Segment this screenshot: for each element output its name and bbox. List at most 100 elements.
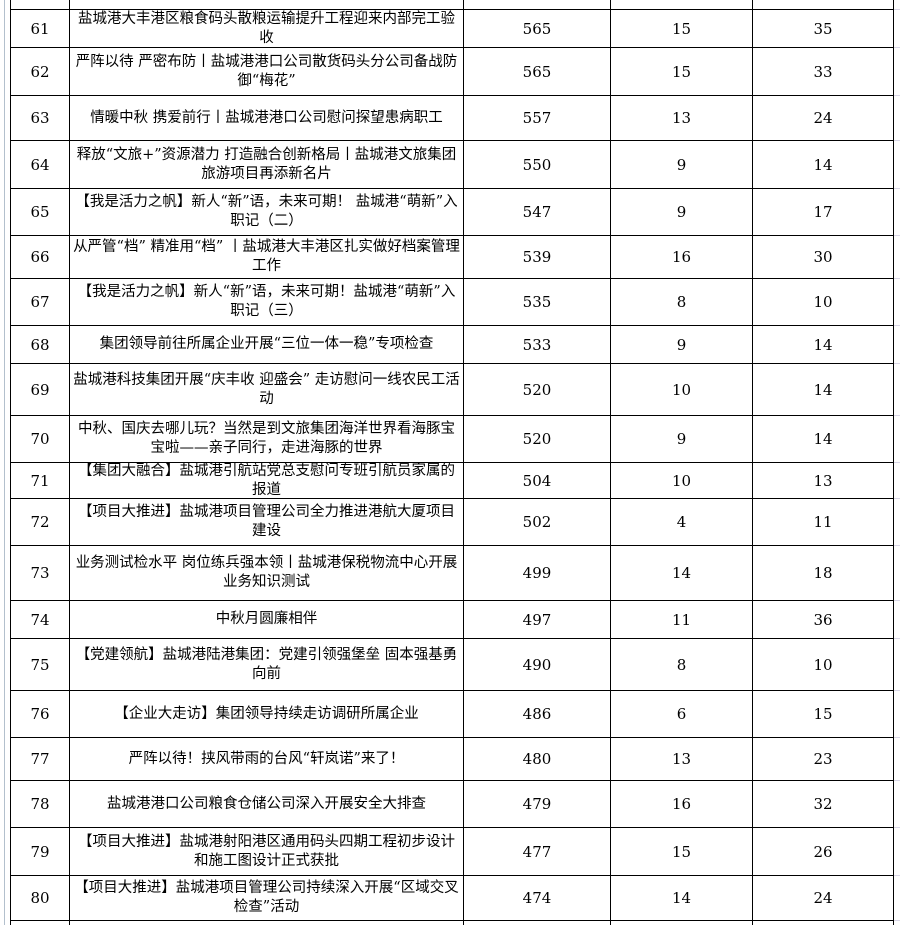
value-cell-2: 8	[611, 279, 753, 326]
row-number-cell: 65	[11, 189, 70, 236]
value-cell-1: 520	[464, 416, 611, 463]
title-cell: 业务测试检水平 岗位练兵强本领丨盐城港保税物流中心开展业务知识测试	[70, 546, 464, 601]
value-cell-2: 15	[611, 48, 753, 96]
value-cell-2: 14	[611, 876, 753, 921]
value-cell-2: 4	[611, 499, 753, 546]
value-cell-2: 9	[611, 141, 753, 189]
row-number-cell: 77	[11, 738, 70, 781]
border-stub	[893, 0, 894, 9]
value-cell-1: 520	[464, 364, 611, 416]
table-row: 78 盐城港港口公司粮食仓储公司深入开展安全大排查 479 16 32	[11, 781, 894, 828]
border-stub	[10, 920, 11, 925]
table-row: 75 【党建领航】盐城港陆港集团：党建引领强堡垒 固本强基勇向前 490 8 1…	[11, 639, 894, 691]
value-cell-3: 17	[753, 189, 894, 236]
title-cell: 释放“文旅+”资源潜力 打造融合创新格局丨盐城港文旅集团旅游项目再添新名片	[70, 141, 464, 189]
data-table: 61 盐城港大丰港区粮食码头散粮运输提升工程迎来内部完工验收 565 15 35…	[10, 9, 894, 921]
row-number-cell: 69	[11, 364, 70, 416]
title-cell: 中秋、国庆去哪儿玩？当然是到文旅集团海洋世界看海豚宝宝啦——亲子同行，走进海豚的…	[70, 416, 464, 463]
value-cell-2: 16	[611, 236, 753, 279]
row-number-cell: 73	[11, 546, 70, 601]
row-number-cell: 75	[11, 639, 70, 691]
table-row: 71 【集团大融合】盐城港引航站党总支慰问专班引航员家属的报道 504 10 1…	[11, 463, 894, 499]
title-cell: 【我是活力之帆】新人“新”语，未来可期！ 盐城港“萌新”入职记（二）	[70, 189, 464, 236]
title-cell: 【项目大推进】盐城港射阳港区通用码头四期工程初步设计和施工图设计正式获批	[70, 828, 464, 876]
gridline-tick	[894, 498, 900, 499]
value-cell-2: 9	[611, 326, 753, 364]
gridline-tick	[894, 95, 900, 96]
value-cell-1: 477	[464, 828, 611, 876]
table-row: 80 【项目大推进】盐城港项目管理公司持续深入开展“区域交叉检查”活动 474 …	[11, 876, 894, 921]
value-cell-1: 474	[464, 876, 611, 921]
value-cell-2: 9	[611, 416, 753, 463]
value-cell-2: 10	[611, 463, 753, 499]
border-stub	[893, 920, 894, 925]
table-row: 62 严阵以待 严密布防丨盐城港港口公司散货码头分公司备战防御“梅花” 565 …	[11, 48, 894, 96]
title-cell: 【党建领航】盐城港陆港集团：党建引领强堡垒 固本强基勇向前	[70, 639, 464, 691]
value-cell-2: 13	[611, 96, 753, 141]
border-stub	[610, 0, 611, 9]
row-number-cell: 68	[11, 326, 70, 364]
border-stub	[752, 920, 753, 925]
border-stub	[69, 0, 70, 9]
gridline-tick	[894, 827, 900, 828]
table-row: 77 严阵以待！挟风带雨的台风“轩岚诺”来了！ 480 13 23	[11, 738, 894, 781]
title-cell: 盐城港科技集团开展“庆丰收 迎盛会” 走访慰问一线农民工活动	[70, 364, 464, 416]
value-cell-3: 32	[753, 781, 894, 828]
row-number-cell: 76	[11, 691, 70, 738]
row-number-cell: 67	[11, 279, 70, 326]
row-number-cell: 80	[11, 876, 70, 921]
table-row: 73 业务测试检水平 岗位练兵强本领丨盐城港保税物流中心开展业务知识测试 499…	[11, 546, 894, 601]
value-cell-1: 535	[464, 279, 611, 326]
table-row: 63 情暖中秋 携爱前行丨盐城港港口公司慰问探望患病职工 557 13 24	[11, 96, 894, 141]
gridline-tick	[894, 737, 900, 738]
value-cell-3: 36	[753, 601, 894, 639]
title-cell: 严阵以待！挟风带雨的台风“轩岚诺”来了！	[70, 738, 464, 781]
value-cell-2: 6	[611, 691, 753, 738]
value-cell-1: 504	[464, 463, 611, 499]
title-cell: 【项目大推进】盐城港项目管理公司全力推进港航大厦项目建设	[70, 499, 464, 546]
gridline-tick	[894, 638, 900, 639]
border-stub	[463, 0, 464, 9]
value-cell-3: 14	[753, 326, 894, 364]
value-cell-2: 10	[611, 364, 753, 416]
border-stub	[10, 0, 11, 9]
table-row: 74 中秋月圆廉相伴 497 11 36	[11, 601, 894, 639]
title-cell: 盐城港港口公司粮食仓储公司深入开展安全大排查	[70, 781, 464, 828]
row-number-cell: 78	[11, 781, 70, 828]
value-cell-3: 13	[753, 463, 894, 499]
value-cell-3: 24	[753, 96, 894, 141]
title-cell: 盐城港大丰港区粮食码头散粮运输提升工程迎来内部完工验收	[70, 10, 464, 48]
value-cell-1: 557	[464, 96, 611, 141]
table-row: 72 【项目大推进】盐城港项目管理公司全力推进港航大厦项目建设 502 4 11	[11, 499, 894, 546]
value-cell-3: 15	[753, 691, 894, 738]
value-cell-1: 533	[464, 326, 611, 364]
value-cell-3: 10	[753, 639, 894, 691]
value-cell-1: 539	[464, 236, 611, 279]
table-row: 64 释放“文旅+”资源潜力 打造融合创新格局丨盐城港文旅集团旅游项目再添新名片…	[11, 141, 894, 189]
border-stub	[752, 0, 753, 9]
table-row: 70 中秋、国庆去哪儿玩？当然是到文旅集团海洋世界看海豚宝宝啦——亲子同行，走进…	[11, 416, 894, 463]
table-row: 68 集团领导前往所属企业开展“三位一体一稳”专项检查 533 9 14	[11, 326, 894, 364]
gridline-tick	[894, 235, 900, 236]
value-cell-1: 565	[464, 48, 611, 96]
value-cell-3: 23	[753, 738, 894, 781]
value-cell-3: 35	[753, 10, 894, 48]
title-cell: 中秋月圆廉相伴	[70, 601, 464, 639]
value-cell-2: 15	[611, 10, 753, 48]
value-cell-2: 15	[611, 828, 753, 876]
row-number-cell: 79	[11, 828, 70, 876]
gridline-tick	[894, 875, 900, 876]
title-cell: 情暖中秋 携爱前行丨盐城港港口公司慰问探望患病职工	[70, 96, 464, 141]
table-row: 76 【企业大走访】集团领导持续走访调研所属企业 486 6 15	[11, 691, 894, 738]
value-cell-2: 9	[611, 189, 753, 236]
value-cell-2: 14	[611, 546, 753, 601]
value-cell-1: 480	[464, 738, 611, 781]
gridline-tick	[894, 780, 900, 781]
gridline-tick	[894, 47, 900, 48]
value-cell-1: 565	[464, 10, 611, 48]
value-cell-3: 14	[753, 416, 894, 463]
row-number-cell: 70	[11, 416, 70, 463]
gridline-tick	[894, 325, 900, 326]
gridline-tick	[894, 920, 900, 921]
row-number-cell: 74	[11, 601, 70, 639]
